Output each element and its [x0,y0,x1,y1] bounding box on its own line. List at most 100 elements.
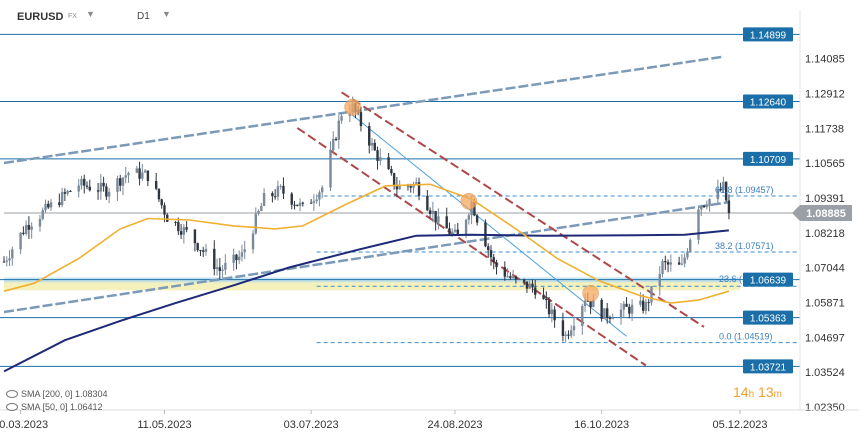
candle-body [174,221,177,223]
candle-body [509,276,512,278]
candle-body [2,261,6,263]
candle-body [390,169,393,174]
candle-body [368,126,371,146]
candle-body [204,248,208,252]
candle-body [22,232,25,234]
candle-body [677,262,681,265]
candle-body [487,246,490,251]
candle-body [293,204,296,206]
pivot-marker [582,285,599,302]
y-tick-label: 1.08218 [805,228,845,240]
candle-body [213,248,216,270]
level-badge [743,94,793,109]
chart-header: EURUSD FX ▼ D1 ▼ [0,0,859,23]
candle-body [262,193,266,206]
candle-body [58,202,61,206]
candle-body [88,186,91,191]
pivot-marker [344,98,361,116]
candle-body [107,191,111,197]
candle-body [60,192,64,206]
x-tick-label: 11.05.2023 [137,419,191,431]
candle-body [475,215,479,223]
eye-icon[interactable] [6,403,18,411]
timeframe-dropdown-icon[interactable]: ▼ [162,9,171,19]
channel-line-inner [352,114,627,337]
candle-body [550,309,554,315]
candle-body [680,263,684,265]
candle-body [641,300,645,311]
level-badge-label: 1.10709 [750,155,787,166]
candle-body [473,201,476,216]
candle-body [218,267,222,272]
candle-body [664,261,667,263]
candle-body [260,205,263,211]
candle-body [586,300,590,302]
candle-body [177,222,180,232]
candle-body [545,298,548,300]
candle-body [531,283,534,288]
candle-body [467,215,471,220]
trendline-lower [3,200,730,314]
candle-body [243,249,246,253]
candle-body [724,181,728,201]
candle-body [387,157,390,170]
candle-body [124,175,127,178]
symbol-dropdown-icon[interactable]: ▼ [86,9,95,19]
candle-body [179,231,183,235]
y-tick-label: 1.12912 [805,88,845,100]
candle-body [658,273,661,287]
candle-body [370,142,374,146]
sma50-legend[interactable]: SMA [50, 0] 1.06412 [6,402,103,412]
candle-body [639,300,642,305]
timeframe-label[interactable]: D1 [137,11,150,22]
y-tick-label: 1.09391 [805,193,845,205]
candle-body [138,168,141,179]
candle-body [38,218,42,227]
candle-body [102,182,105,187]
candle-body [5,260,8,262]
candle-body [628,306,631,314]
candle-body [340,116,343,121]
candle-body [511,276,515,278]
x-tick-label: 20.03.2023 [0,419,48,431]
candle-body [528,283,531,289]
candle-body [143,170,147,173]
candle-body [312,201,316,203]
candle-body [666,262,670,265]
candle-body [448,228,451,234]
candle-body [589,301,592,308]
candle-body [697,209,700,240]
candle-body [489,250,493,258]
candle-body [564,334,567,337]
candle-body [567,334,570,336]
current-price-label: 1.08885 [806,208,846,220]
level-badge-label: 1.03721 [750,362,787,373]
eye-icon[interactable] [6,390,18,398]
candle-body [309,202,313,204]
candle-body [542,294,545,299]
candle-body [154,181,158,189]
candle-body [232,254,235,263]
candle-body [431,211,435,214]
symbol-name[interactable]: EURUSD [17,11,64,23]
candle-body [514,276,518,280]
candle-body [727,200,731,213]
y-tick-label: 1.07044 [805,263,845,275]
candle-body [722,181,725,191]
candle-body [398,185,401,190]
candle-body [199,250,202,252]
candle-body [683,257,686,264]
candle-body [611,318,614,320]
candle-body [66,190,69,194]
candle-body [630,304,634,314]
support-zone [4,279,740,291]
candle-body [506,276,509,278]
sma200-legend[interactable]: SMA [200, 0] 1.08304 [6,389,108,399]
x-tick-label: 05.12.2023 [712,419,767,431]
candle-body [437,216,440,223]
candle-body [700,205,703,210]
candle-body [719,188,722,191]
candle-body [202,250,205,252]
candle-body [702,205,706,207]
